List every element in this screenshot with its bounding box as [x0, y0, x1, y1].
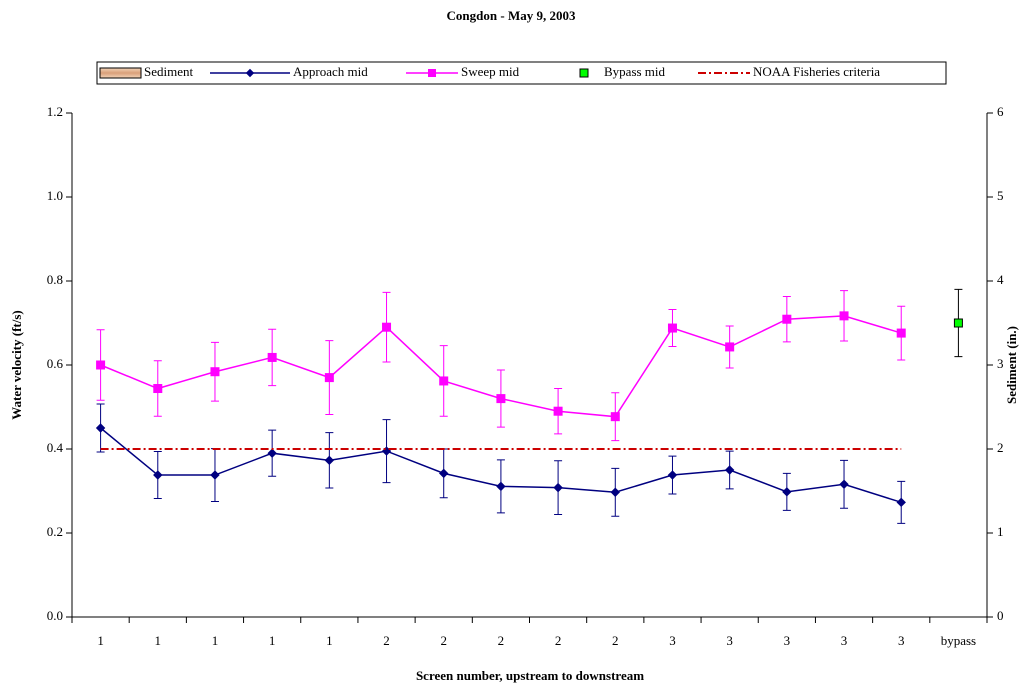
data-point [210, 470, 220, 480]
legend-box [96, 61, 947, 85]
legend-marker [245, 68, 255, 78]
data-point [667, 470, 678, 480]
data-point [782, 487, 792, 497]
data-point [953, 318, 963, 328]
x-axis-title: Screen number, upstream to downstream [416, 668, 644, 683]
data-point [725, 342, 735, 352]
y2-tick-label: 5 [997, 188, 1004, 203]
legend-label: Sweep mid [461, 64, 520, 79]
x-tick-label: 3 [784, 633, 791, 648]
data-point [95, 423, 106, 433]
x-tick-label: 2 [498, 633, 505, 648]
x-tick-label: 2 [555, 633, 562, 648]
data-point [896, 328, 906, 338]
x-tick-label: 3 [669, 633, 676, 648]
y-tick-label: 0.8 [47, 272, 63, 287]
y-tick-label: 0.2 [47, 524, 63, 539]
data-point [496, 481, 506, 492]
data-point [153, 384, 163, 394]
x-tick-label: 1 [212, 633, 219, 648]
data-point [324, 455, 335, 466]
data-point [724, 465, 735, 475]
data-point [610, 412, 620, 422]
data-point [439, 376, 449, 386]
y-tick-label: 0.6 [47, 356, 64, 371]
y2-tick-label: 2 [997, 440, 1004, 455]
y-tick-label: 1.2 [47, 104, 63, 119]
data-point [267, 448, 277, 458]
x-tick-label: 1 [155, 633, 162, 648]
y2-tick-label: 1 [997, 524, 1004, 539]
legend-label: Bypass mid [604, 64, 666, 79]
x-tick-label: 3 [898, 633, 905, 648]
data-point [839, 311, 849, 321]
data-point [553, 406, 563, 416]
x-tick-label: 2 [440, 633, 447, 648]
data-point [210, 367, 220, 377]
legend-label: NOAA Fisheries criteria [753, 64, 880, 79]
data-point [896, 497, 906, 508]
data-point [153, 470, 163, 480]
x-tick-label: 3 [726, 633, 733, 648]
y2-tick-label: 0 [997, 608, 1004, 623]
data-point [96, 360, 106, 370]
x-tick-label: bypass [941, 633, 976, 648]
y-tick-label: 0.0 [47, 608, 63, 623]
y2-tick-label: 4 [997, 272, 1004, 287]
legend-marker [579, 68, 589, 78]
y-tick-label: 1.0 [47, 188, 63, 203]
legend-swatch [99, 67, 142, 79]
legend-label: Approach mid [293, 64, 368, 79]
x-tick-label: 2 [612, 633, 619, 648]
x-tick-label: 1 [326, 633, 333, 648]
legend-label: Sediment [144, 64, 193, 79]
chart-title: Congdon - May 9, 2003 [447, 8, 576, 23]
data-point [553, 482, 563, 493]
data-point [324, 373, 334, 383]
data-point [267, 352, 277, 362]
data-point [667, 323, 677, 333]
legend-marker [428, 69, 436, 77]
y-axis-title: Water velocity (ft/s) [9, 310, 24, 420]
y2-tick-label: 3 [997, 356, 1004, 371]
data-point [382, 322, 392, 332]
x-tick-label: 1 [269, 633, 276, 648]
data-point [610, 487, 620, 497]
data-point [496, 394, 506, 404]
x-tick-label: 2 [383, 633, 390, 648]
x-tick-label: 1 [97, 633, 104, 648]
data-point [439, 468, 449, 479]
y2-tick-label: 6 [997, 104, 1004, 119]
x-tick-label: 3 [841, 633, 848, 648]
data-point [839, 479, 849, 489]
y-tick-label: 0.4 [47, 440, 64, 455]
y2-axis-title: Sediment (in.) [1004, 326, 1019, 404]
data-point [782, 314, 792, 324]
